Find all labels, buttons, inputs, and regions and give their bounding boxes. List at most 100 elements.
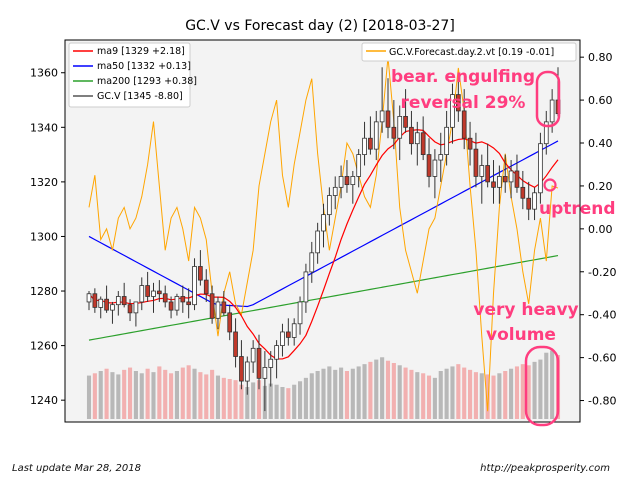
candle-body xyxy=(491,181,496,188)
candle-body xyxy=(186,301,191,306)
volume-bar xyxy=(280,387,285,419)
candle-body xyxy=(456,94,461,112)
volume-bar xyxy=(421,373,426,419)
candle-body xyxy=(198,266,203,281)
volume-bar xyxy=(450,366,455,419)
volume-bar xyxy=(491,375,496,419)
candle-body xyxy=(115,296,121,306)
candle-body xyxy=(420,132,426,155)
volume-bar xyxy=(139,373,144,419)
volume-bar xyxy=(274,384,279,419)
volume-bar xyxy=(538,359,543,419)
left-tick-label: 1260 xyxy=(30,340,58,353)
volume-bar xyxy=(415,372,420,419)
volume-bar xyxy=(127,367,133,419)
candle-body xyxy=(209,293,215,319)
candle-body xyxy=(127,304,133,314)
annotation-uptrend: uptrend xyxy=(539,199,616,219)
candle-body xyxy=(280,331,285,347)
candle-body xyxy=(467,137,473,150)
volume-bar xyxy=(333,369,338,419)
volume-bar xyxy=(374,359,379,419)
volume-bar xyxy=(544,352,549,419)
candle-body xyxy=(133,301,139,314)
left-tick-label: 1240 xyxy=(30,394,58,407)
volume-bar xyxy=(403,367,408,419)
volume-bar xyxy=(297,381,303,419)
right-tick-label: -0.20 xyxy=(588,266,616,279)
volume-bar xyxy=(514,366,520,419)
candle-body xyxy=(268,358,274,368)
candle-body xyxy=(543,121,549,145)
volume-bar xyxy=(210,369,215,419)
candle-body xyxy=(233,331,238,357)
annotation-engulfing-line2: reversal 29% xyxy=(401,93,526,113)
candle-body xyxy=(520,186,526,199)
volume-bar xyxy=(532,361,537,419)
right-tick-label: 0.00 xyxy=(588,223,613,236)
legend-left-box xyxy=(68,42,191,108)
candle-body xyxy=(139,285,145,303)
volume-bar xyxy=(462,367,467,419)
candle-body xyxy=(414,132,420,145)
plot-frame xyxy=(64,39,581,423)
volume-bar xyxy=(292,384,297,419)
candle-body xyxy=(92,293,98,308)
legend-label: ma200 [1293 +0.38] xyxy=(97,76,197,87)
volume-bar xyxy=(497,373,502,419)
right-tick-label: 0.80 xyxy=(588,51,613,64)
footer-last-update: Last update Mar 28, 2018 xyxy=(12,463,141,474)
candle-body xyxy=(215,301,221,319)
volume-bar xyxy=(356,366,361,419)
candle-body xyxy=(227,312,233,333)
candle-body xyxy=(373,121,379,150)
volume-bar xyxy=(215,375,221,419)
candle-body xyxy=(157,290,162,295)
candle-body xyxy=(110,304,115,311)
annotation-volume-oval xyxy=(524,345,560,427)
volume-bar xyxy=(227,379,232,419)
legend-label: GC.V [1345 -8.80] xyxy=(97,91,183,102)
volume-bar xyxy=(251,382,256,419)
volume-bar xyxy=(368,361,373,419)
candle-body xyxy=(180,296,186,303)
candle-body xyxy=(450,94,455,128)
candle-body xyxy=(303,271,309,303)
volume-bar xyxy=(268,383,273,419)
volume-bar xyxy=(157,366,162,419)
volume-bar xyxy=(327,366,332,419)
left-tick-label: 1280 xyxy=(30,285,58,298)
volume-bar xyxy=(397,365,402,419)
candle-body xyxy=(344,176,350,186)
candle-body xyxy=(426,154,432,177)
candle-body xyxy=(391,126,397,139)
candle-body xyxy=(309,252,315,273)
volume-bar xyxy=(233,380,238,419)
volume-bar xyxy=(86,375,92,419)
volume-bar xyxy=(174,371,179,419)
volume-bar xyxy=(92,373,97,419)
volume-bar xyxy=(432,377,437,419)
candle-body xyxy=(151,290,156,297)
candle-body xyxy=(86,293,92,303)
chart-title: GC.V vs Forecast day (2) [2018-03-27] xyxy=(185,18,455,34)
volume-bar xyxy=(256,380,262,419)
volume-bar xyxy=(344,371,350,419)
right-tick-label: 0.40 xyxy=(588,137,613,150)
candle-body xyxy=(321,214,326,232)
legend-left: ma9 [1329 +2.18] ma50 [1332 +0.13] ma200 [… xyxy=(68,42,197,108)
volume-bar xyxy=(550,350,555,419)
volume-bar xyxy=(204,374,209,419)
candle-body xyxy=(409,126,414,145)
left-tick-label: 1360 xyxy=(30,67,58,80)
annotation-engulfing-oval xyxy=(535,70,561,128)
candle-body xyxy=(444,126,449,156)
volume-bar xyxy=(286,388,291,419)
candle-body xyxy=(162,293,168,303)
right-tick-label: 0.20 xyxy=(588,180,613,193)
candle-body xyxy=(239,356,244,382)
legend-right-box xyxy=(361,42,577,62)
legend-label: ma50 [1332 +0.13] xyxy=(97,61,191,72)
candle-body xyxy=(332,186,338,196)
candle-body xyxy=(121,296,127,306)
